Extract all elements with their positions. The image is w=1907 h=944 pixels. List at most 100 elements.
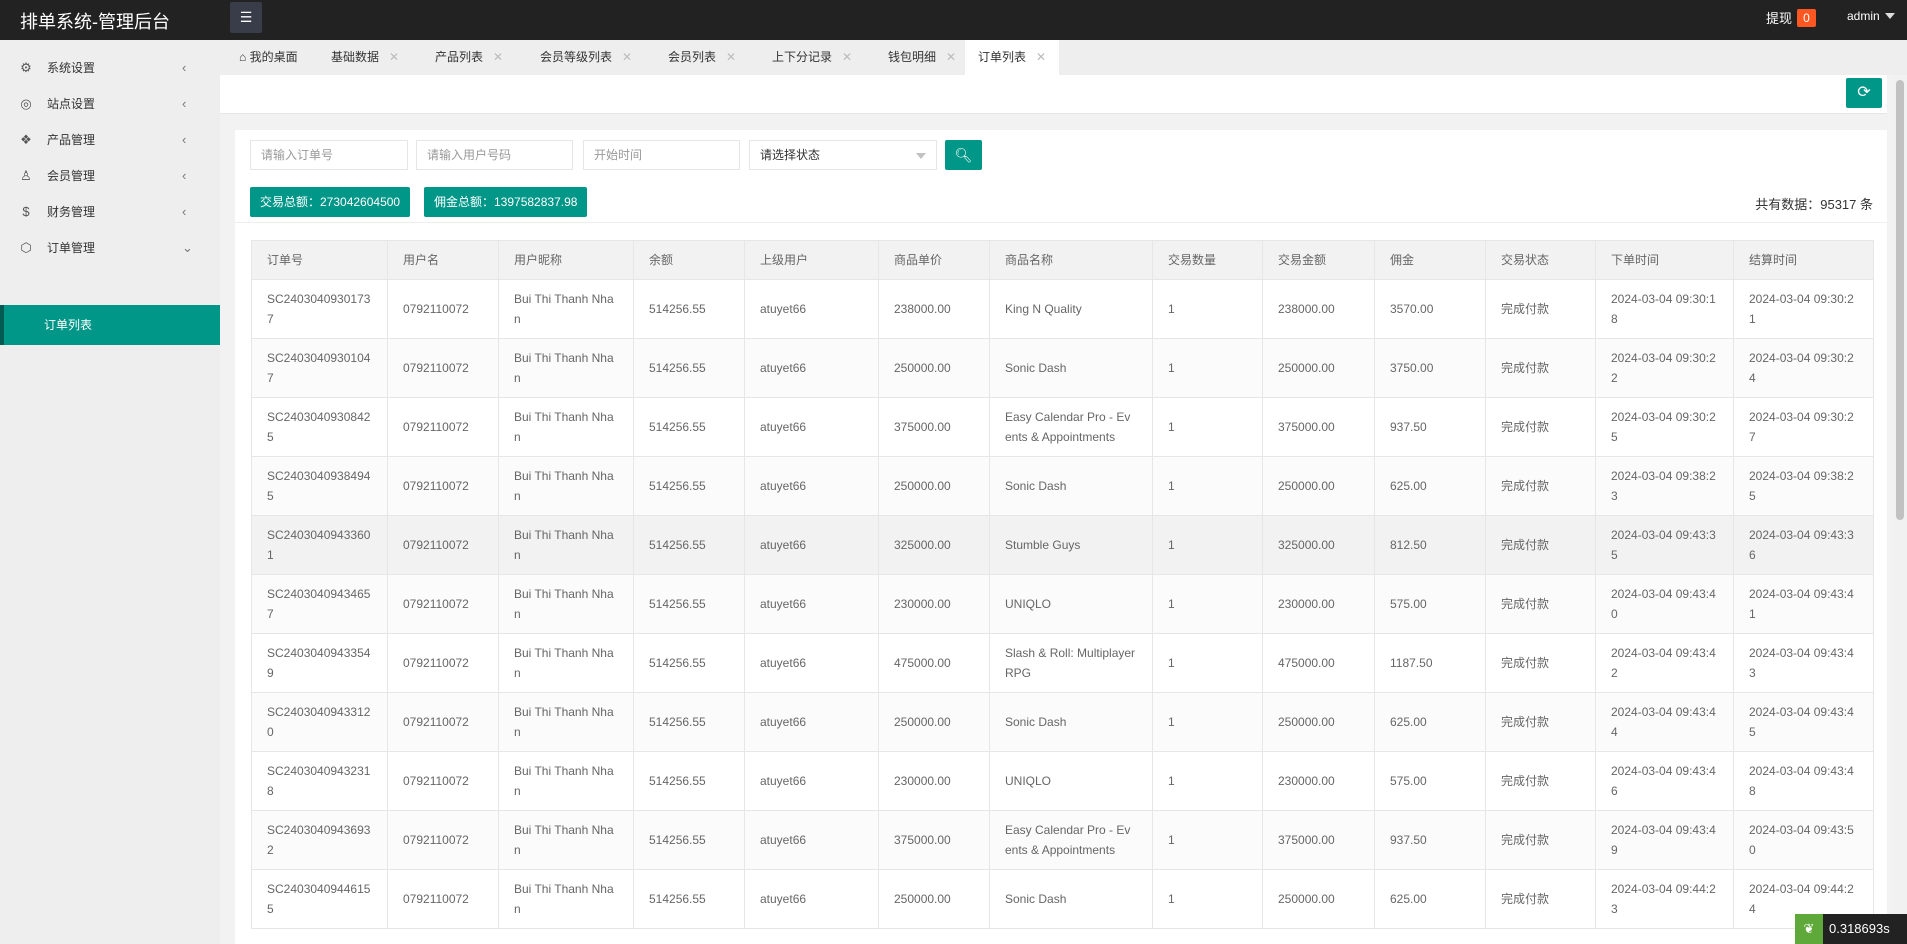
table-cell: SC24030409436932 — [251, 810, 388, 870]
search-button[interactable]: 🔍︎ — [945, 140, 982, 170]
column-header[interactable]: 商品单价 — [878, 240, 990, 280]
scrollbar-thumb[interactable] — [1896, 80, 1904, 520]
column-header[interactable]: 商品名称 — [989, 240, 1153, 280]
column-header[interactable]: 交易状态 — [1485, 240, 1596, 280]
sidebar-item-3[interactable]: ♙ 会员管理 ‹ — [0, 158, 220, 194]
table-cell: Bui Thi Thanh Nhan — [498, 692, 634, 752]
table-cell: 375000.00 — [878, 397, 990, 457]
column-header[interactable]: 下单时间 — [1595, 240, 1734, 280]
tab-1[interactable]: 基础数据 ✕ — [331, 40, 399, 75]
table-cell: King N Quality — [989, 279, 1153, 339]
table-row[interactable]: SC24030409434657 0792110072 Bui Thi Thanh … — [251, 574, 1874, 634]
sidebar-item-5[interactable]: ⬡ 订单管理 ⌄ — [0, 230, 220, 266]
table-cell: SC24030409301047 — [251, 338, 388, 398]
close-icon[interactable]: ✕ — [726, 50, 737, 64]
status-select[interactable]: 请选择状态 — [749, 140, 937, 170]
column-header[interactable]: 结算时间 — [1733, 240, 1874, 280]
column-header[interactable]: 佣金 — [1374, 240, 1486, 280]
table-cell: 完成付款 — [1485, 574, 1596, 634]
sidebar: 订单列表 ⚙ 系统设置 ‹ ◎ 站点设置 ‹ ❖ 产品管理 ‹ ♙ 会员管理 ‹ $ 财务管理 ‹ ⬡ 订单管理… — [0, 40, 220, 944]
table-cell: atuyet66 — [744, 633, 879, 693]
order-number-input[interactable]: 请输入订单号 — [250, 140, 408, 170]
column-header[interactable]: 订单号 — [251, 240, 388, 280]
table-cell: 230000.00 — [878, 751, 990, 811]
table-cell: Bui Thi Thanh Nhan — [498, 751, 634, 811]
table-cell: atuyet66 — [744, 751, 879, 811]
refresh-button[interactable]: ⟳ — [1846, 78, 1882, 108]
table-cell: 0792110072 — [387, 338, 499, 398]
sidebar-item-4[interactable]: $ 财务管理 ‹ — [0, 194, 220, 230]
sidebar-item-order-list[interactable]: 订单列表 — [0, 305, 220, 345]
close-icon[interactable]: ✕ — [389, 50, 400, 64]
table-cell: 514256.55 — [633, 338, 745, 398]
start-time-input[interactable]: 开始时间 — [583, 140, 740, 170]
table-row[interactable]: SC24030409432318 0792110072 Bui Thi Thanh … — [251, 751, 1874, 811]
chevron-left-icon: ‹ — [182, 204, 187, 219]
column-header[interactable]: 上级用户 — [744, 240, 879, 280]
table-row[interactable]: SC24030409436932 0792110072 Bui Thi Thanh … — [251, 810, 1874, 870]
table-cell: Bui Thi Thanh Nhan — [498, 279, 634, 339]
withdraw-link[interactable]: 提现 — [1766, 11, 1793, 26]
table-row[interactable]: SC24030409384945 0792110072 Bui Thi Thanh … — [251, 456, 1874, 516]
user-phone-input[interactable]: 请输入用户号码 — [416, 140, 573, 170]
tab-7[interactable]: 订单列表 ✕ — [965, 40, 1060, 75]
table-row[interactable]: SC24030409301047 0792110072 Bui Thi Thanh … — [251, 338, 1874, 398]
table-cell: 0792110072 — [387, 751, 499, 811]
tab-3[interactable]: 会员等级列表 ✕ — [540, 40, 632, 75]
timer-value: 0.318693s — [1829, 921, 1890, 936]
flame-logo-icon: ❦ — [1795, 914, 1823, 944]
hamburger-icon[interactable]: ☰ — [230, 2, 262, 33]
table-row[interactable]: SC24030409301737 0792110072 Bui Thi Thanh … — [251, 279, 1874, 339]
sidebar-item-label: 财务管理 — [47, 205, 96, 219]
table-cell: 250000.00 — [1262, 869, 1375, 929]
table-cell: 1 — [1152, 633, 1263, 693]
table-row[interactable]: SC24030409308425 0792110072 Bui Thi Thanh … — [251, 397, 1874, 457]
table-cell: 575.00 — [1374, 574, 1486, 634]
sidebar-item-2[interactable]: ❖ 产品管理 ‹ — [0, 122, 220, 158]
caret-down-icon[interactable] — [1885, 13, 1895, 19]
close-icon[interactable]: ✕ — [622, 50, 633, 64]
close-icon[interactable]: ✕ — [946, 50, 957, 64]
table-cell: 238000.00 — [1262, 279, 1375, 339]
table-cell: Sonic Dash — [989, 692, 1153, 752]
app-title: 排单系统-管理后台 — [20, 12, 170, 32]
table-cell: 2024-03-04 09:43:44 — [1595, 692, 1734, 752]
table-cell: Bui Thi Thanh Nhan — [498, 869, 634, 929]
table-cell: 625.00 — [1374, 869, 1486, 929]
table-cell: UNIQLO — [989, 751, 1153, 811]
table-cell: atuyet66 — [744, 692, 879, 752]
table-cell: 812.50 — [1374, 515, 1486, 575]
close-icon[interactable]: ✕ — [493, 50, 504, 64]
close-icon[interactable]: ✕ — [1036, 50, 1047, 64]
table-cell: 250000.00 — [878, 692, 990, 752]
table-cell: atuyet66 — [744, 574, 879, 634]
tab-5[interactable]: 上下分记录 ✕ — [772, 40, 852, 75]
column-header[interactable]: 交易数量 — [1152, 240, 1263, 280]
sidebar-item-0[interactable]: ⚙ 系统设置 ‹ — [0, 50, 220, 86]
page-toolbar — [220, 75, 1887, 114]
tab-4[interactable]: 会员列表 ✕ — [668, 40, 736, 75]
table-row[interactable]: SC24030409446155 0792110072 Bui Thi Thanh … — [251, 869, 1874, 929]
user-menu[interactable]: admin — [1847, 9, 1880, 23]
column-header[interactable]: 用户名 — [387, 240, 499, 280]
table-cell: 514256.55 — [633, 515, 745, 575]
column-header[interactable]: 余额 — [633, 240, 745, 280]
table-row[interactable]: SC24030409433120 0792110072 Bui Thi Thanh … — [251, 692, 1874, 752]
tab-6[interactable]: 钱包明细 ✕ — [888, 40, 956, 75]
chevron-left-icon: ‹ — [182, 132, 187, 147]
chevron-down-icon — [916, 153, 926, 159]
tab-0[interactable]: ⌂ 我的桌面 — [239, 40, 298, 75]
sidebar-item-1[interactable]: ◎ 站点设置 ‹ — [0, 86, 220, 122]
table-cell: 1 — [1152, 397, 1263, 457]
table-cell: 2024-03-04 09:43:41 — [1733, 574, 1874, 634]
table-row[interactable]: SC24030409433549 0792110072 Bui Thi Thanh … — [251, 633, 1874, 693]
column-header[interactable]: 用户昵称 — [498, 240, 634, 280]
column-header[interactable]: 交易金额 — [1262, 240, 1375, 280]
table-row[interactable]: SC24030409433601 0792110072 Bui Thi Thanh … — [251, 515, 1874, 575]
table-cell: Bui Thi Thanh Nhan — [498, 397, 634, 457]
chevron-left-icon: ‹ — [182, 96, 187, 111]
close-icon[interactable]: ✕ — [842, 50, 853, 64]
sidebar-item-label: 订单列表 — [44, 318, 93, 332]
table-cell: 完成付款 — [1485, 456, 1596, 516]
tab-2[interactable]: 产品列表 ✕ — [435, 40, 503, 75]
